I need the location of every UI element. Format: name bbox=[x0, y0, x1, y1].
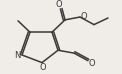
Text: O: O bbox=[89, 59, 95, 68]
Text: N: N bbox=[14, 51, 20, 60]
Text: O: O bbox=[81, 12, 87, 21]
Text: O: O bbox=[56, 0, 62, 9]
Text: O: O bbox=[40, 63, 46, 72]
